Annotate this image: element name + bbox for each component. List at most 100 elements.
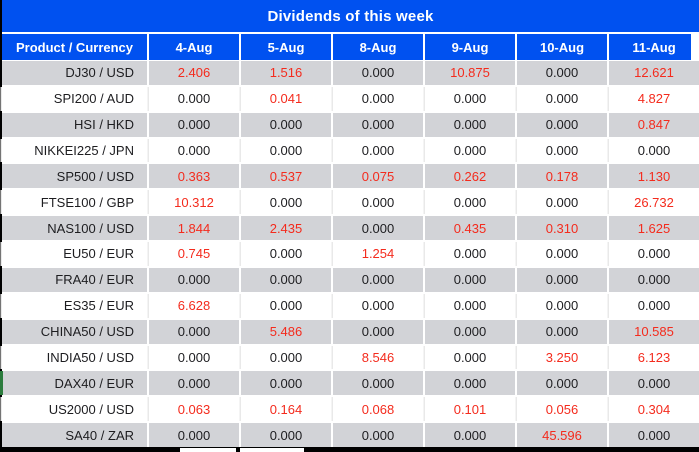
product-cell: SPI200 / AUD bbox=[2, 86, 147, 111]
value-cell: 0.178 bbox=[517, 164, 607, 189]
value-cell: 0.000 bbox=[425, 423, 515, 447]
value-cell: 0.000 bbox=[241, 371, 331, 396]
value-cell: 0.164 bbox=[241, 397, 331, 422]
value-cell: 0.000 bbox=[425, 345, 515, 370]
value-cell: 0.068 bbox=[333, 397, 423, 422]
product-cell: SA40 / ZAR bbox=[2, 423, 147, 447]
value-cell: 0.000 bbox=[517, 61, 607, 85]
value-cell: 5.486 bbox=[241, 319, 331, 344]
value-cell: 0.000 bbox=[149, 319, 239, 344]
value-cell: 0.000 bbox=[425, 112, 515, 137]
value-cell: 6.628 bbox=[149, 293, 239, 318]
product-cell: INDIA50 / USD bbox=[2, 345, 147, 370]
title-bar: Dividends of this week bbox=[2, 0, 699, 32]
page-title: Dividends of this week bbox=[267, 7, 434, 25]
value-cell: 0.000 bbox=[333, 61, 423, 85]
product-cell: NIKKEI225 / JPN bbox=[2, 138, 147, 163]
value-cell: 0.000 bbox=[517, 112, 607, 137]
value-cell: 0.000 bbox=[241, 267, 331, 292]
value-cell: 0.000 bbox=[241, 112, 331, 137]
value-cell: 0.000 bbox=[333, 190, 423, 215]
value-cell: 0.000 bbox=[149, 267, 239, 292]
value-cell: 45.596 bbox=[517, 423, 607, 447]
value-cell: 0.000 bbox=[241, 242, 331, 266]
header-row: Product / Currency 4-Aug 5-Aug 8-Aug 9-A… bbox=[2, 34, 699, 60]
header-right-gap bbox=[691, 33, 699, 61]
value-cell: 0.262 bbox=[425, 164, 515, 189]
value-cell: 0.000 bbox=[425, 190, 515, 215]
value-cell: 0.000 bbox=[609, 267, 699, 292]
value-cell: 0.000 bbox=[333, 371, 423, 396]
value-cell: 0.000 bbox=[609, 371, 699, 396]
bottom-edge-segment bbox=[240, 448, 304, 452]
column-header-product: Product / Currency bbox=[2, 34, 147, 60]
value-cell: 0.435 bbox=[425, 216, 515, 241]
product-cell: DAX40 / EUR bbox=[2, 371, 147, 396]
value-cell: 0.000 bbox=[425, 267, 515, 292]
value-cell: 2.435 bbox=[241, 216, 331, 241]
value-cell: 0.075 bbox=[333, 164, 423, 189]
value-cell: 0.847 bbox=[609, 112, 699, 137]
value-cell: 0.000 bbox=[517, 190, 607, 215]
value-cell: 6.123 bbox=[609, 345, 699, 370]
value-cell: 0.363 bbox=[149, 164, 239, 189]
column-header-date-6: 11-Aug bbox=[609, 34, 699, 60]
value-cell: 0.304 bbox=[609, 397, 699, 422]
value-cell: 0.063 bbox=[149, 397, 239, 422]
value-cell: 0.000 bbox=[609, 293, 699, 318]
value-cell: 0.000 bbox=[425, 86, 515, 111]
product-cell: CHINA50 / USD bbox=[2, 319, 147, 344]
value-cell: 0.000 bbox=[333, 293, 423, 318]
value-cell: 0.000 bbox=[517, 242, 607, 266]
value-cell: 0.000 bbox=[149, 345, 239, 370]
product-cell: DJ30 / USD bbox=[2, 61, 147, 85]
value-cell: 0.000 bbox=[333, 138, 423, 163]
value-cell: 0.000 bbox=[425, 293, 515, 318]
value-cell: 1.130 bbox=[609, 164, 699, 189]
value-cell: 0.537 bbox=[241, 164, 331, 189]
value-cell: 0.000 bbox=[149, 112, 239, 137]
value-cell: 10.875 bbox=[425, 61, 515, 85]
value-cell: 10.585 bbox=[609, 319, 699, 344]
product-cell: FRA40 / EUR bbox=[2, 267, 147, 292]
product-cell: FTSE100 / GBP bbox=[2, 190, 147, 215]
value-cell: 0.000 bbox=[609, 138, 699, 163]
value-cell: 0.000 bbox=[425, 242, 515, 266]
value-cell: 3.250 bbox=[517, 345, 607, 370]
value-cell: 0.000 bbox=[333, 112, 423, 137]
value-cell: 0.000 bbox=[241, 190, 331, 215]
value-cell: 0.000 bbox=[425, 319, 515, 344]
value-cell: 1.844 bbox=[149, 216, 239, 241]
value-cell: 1.516 bbox=[241, 61, 331, 85]
column-header-date-4: 9-Aug bbox=[425, 34, 515, 60]
value-cell: 2.406 bbox=[149, 61, 239, 85]
product-cell: US2000 / USD bbox=[2, 397, 147, 422]
value-cell: 0.000 bbox=[609, 423, 699, 447]
value-cell: 0.000 bbox=[149, 423, 239, 447]
value-cell: 0.000 bbox=[517, 267, 607, 292]
value-cell: 0.000 bbox=[609, 242, 699, 266]
bottom-edge-segment bbox=[180, 448, 236, 452]
value-cell: 0.000 bbox=[333, 319, 423, 344]
value-cell: 0.000 bbox=[149, 138, 239, 163]
value-cell: 0.000 bbox=[425, 138, 515, 163]
value-cell: 0.000 bbox=[517, 86, 607, 111]
product-cell: SP500 / USD bbox=[2, 164, 147, 189]
value-cell: 26.732 bbox=[609, 190, 699, 215]
value-cell: 4.827 bbox=[609, 86, 699, 111]
product-cell: HSI / HKD bbox=[2, 112, 147, 137]
value-cell: 0.000 bbox=[333, 86, 423, 111]
value-cell: 0.000 bbox=[333, 267, 423, 292]
column-header-date-1: 4-Aug bbox=[149, 34, 239, 60]
value-cell: 0.041 bbox=[241, 86, 331, 111]
product-cell: NAS100 / USD bbox=[2, 216, 147, 241]
value-cell: 1.254 bbox=[333, 242, 423, 266]
value-cell: 0.000 bbox=[149, 86, 239, 111]
value-cell: 1.625 bbox=[609, 216, 699, 241]
value-cell: 0.000 bbox=[517, 371, 607, 396]
dividends-grid: DJ30 / USD 2.406 1.516 0.000 10.875 0.000 12.6… bbox=[2, 61, 699, 447]
value-cell: 8.546 bbox=[333, 345, 423, 370]
value-cell: 0.000 bbox=[241, 293, 331, 318]
